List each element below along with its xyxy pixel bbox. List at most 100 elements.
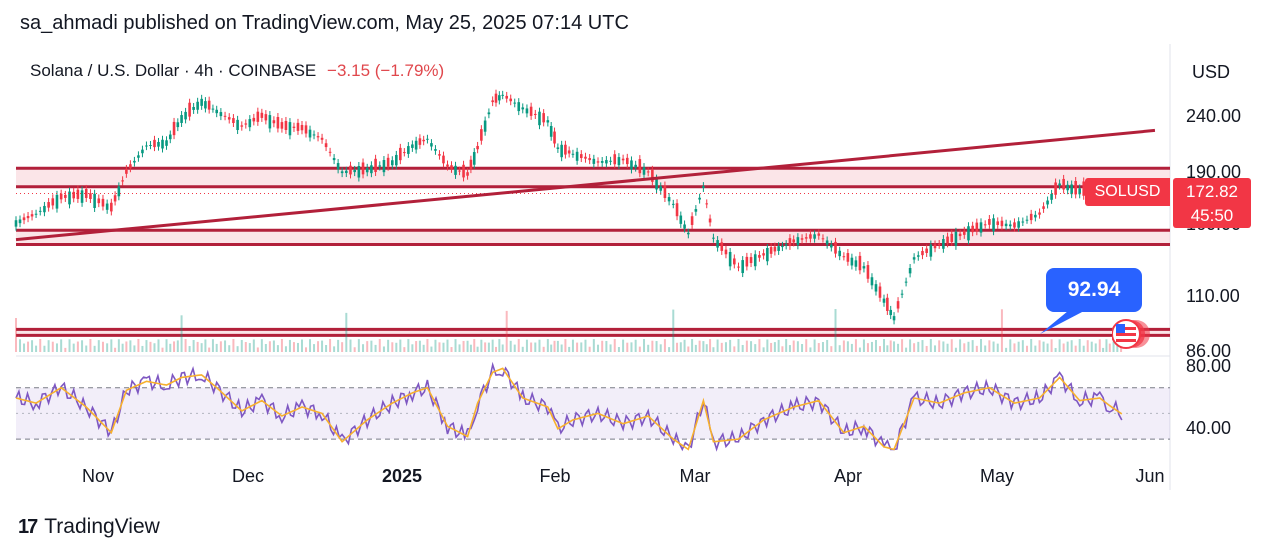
candle-body-20 bbox=[97, 198, 101, 204]
candle-body-34 bbox=[153, 139, 156, 148]
candle-body-176 bbox=[716, 240, 719, 248]
candle-body-165 bbox=[675, 203, 679, 217]
candle-body-139 bbox=[567, 150, 571, 154]
price-pane-bg bbox=[16, 44, 1170, 352]
candle-body-3 bbox=[26, 215, 30, 219]
volume-bar-89 bbox=[374, 344, 377, 352]
volume-bar-67 bbox=[284, 346, 287, 352]
volume-bar-147 bbox=[601, 340, 604, 352]
candle-body-188 bbox=[766, 247, 769, 262]
axes: 240.00190.00160.00110.0086.0080.0040.00N… bbox=[82, 106, 1241, 486]
candle-body-49 bbox=[211, 108, 215, 110]
candle-body-13 bbox=[68, 191, 71, 205]
candle-body-7 bbox=[43, 205, 46, 213]
volume-bar-41 bbox=[180, 315, 183, 352]
candle-body-151 bbox=[617, 157, 621, 166]
rsi-tick-1: 40.00 bbox=[1186, 418, 1231, 438]
candle-body-103 bbox=[430, 143, 433, 147]
volume-bar-115 bbox=[476, 346, 479, 352]
candle-body-53 bbox=[227, 117, 231, 120]
volume-bar-273 bbox=[1108, 343, 1111, 352]
volume-bar-207 bbox=[842, 340, 845, 352]
volume-bar-66 bbox=[280, 339, 283, 352]
candle-body-193 bbox=[784, 244, 788, 246]
volume-bar-245 bbox=[996, 343, 999, 352]
candle-body-136 bbox=[556, 147, 560, 149]
trendline-layer bbox=[15, 128, 1156, 334]
volume-bar-65 bbox=[276, 345, 279, 352]
currency-label[interactable]: USD bbox=[1192, 62, 1231, 82]
candle-body-130 bbox=[534, 113, 537, 115]
candle-body-256 bbox=[1042, 206, 1045, 209]
volume-bar-99 bbox=[415, 341, 418, 352]
candle-body-240 bbox=[975, 222, 979, 232]
candle-body-161 bbox=[659, 186, 663, 191]
us-flag-icon[interactable] bbox=[1112, 318, 1152, 350]
volume-bar-230 bbox=[934, 345, 937, 352]
volume-bar-191 bbox=[777, 339, 780, 352]
candle-body-32 bbox=[145, 145, 148, 147]
candle-body-218 bbox=[886, 297, 889, 311]
volume-bar-244 bbox=[992, 341, 995, 352]
volume-bar-144 bbox=[588, 346, 591, 352]
rsi-panel bbox=[15, 361, 1170, 452]
volume-bar-219 bbox=[889, 340, 892, 352]
candle-body-258 bbox=[1050, 193, 1053, 200]
volume-bar-214 bbox=[870, 341, 873, 352]
volume-bar-62 bbox=[264, 343, 267, 352]
volume-bar-81 bbox=[341, 342, 344, 352]
volume-bar-34 bbox=[153, 343, 156, 352]
time-tick-7: Jun bbox=[1135, 466, 1164, 486]
candle-body-72 bbox=[304, 125, 308, 134]
volume-bar-23 bbox=[110, 339, 113, 352]
candle-body-237 bbox=[962, 230, 966, 235]
volume-bar-57 bbox=[244, 342, 247, 352]
candle-body-38 bbox=[168, 134, 172, 140]
volume-bar-235 bbox=[954, 347, 957, 352]
volume-bar-55 bbox=[236, 346, 239, 352]
price-tick-3: 110.00 bbox=[1186, 286, 1240, 306]
volume-bar-4 bbox=[31, 340, 34, 352]
volume-bar-216 bbox=[878, 346, 881, 352]
volume-bar-146 bbox=[597, 344, 600, 352]
volume-bar-91 bbox=[382, 346, 385, 352]
time-tick-3: Feb bbox=[539, 466, 570, 486]
volume-bar-77 bbox=[325, 345, 328, 352]
candle-body-6 bbox=[38, 210, 42, 212]
volume-bar-228 bbox=[925, 345, 928, 352]
candle-body-123 bbox=[505, 95, 509, 99]
volume-bar-19 bbox=[93, 345, 96, 352]
volume-bar-184 bbox=[750, 341, 753, 352]
zone-fill-0 bbox=[16, 168, 1170, 187]
candle-body-71 bbox=[300, 125, 304, 131]
candle-body-149 bbox=[609, 160, 612, 162]
candle-body-107 bbox=[446, 164, 449, 167]
candle-body-242 bbox=[983, 224, 987, 226]
candle-body-180 bbox=[733, 258, 736, 265]
volume-bar-72 bbox=[305, 347, 308, 352]
candle-body-14 bbox=[72, 191, 75, 199]
candle-body-97 bbox=[407, 146, 410, 154]
tradingview-logo[interactable]: 17 TradingView bbox=[18, 515, 160, 539]
candle-body-207 bbox=[842, 256, 846, 258]
volume-bar-203 bbox=[826, 339, 829, 352]
candle-body-43 bbox=[188, 102, 191, 117]
volume-bar-177 bbox=[720, 342, 723, 352]
volume-bar-188 bbox=[766, 339, 769, 352]
volume-bar-160 bbox=[655, 341, 658, 352]
volume-bar-143 bbox=[584, 339, 587, 352]
volume-bar-251 bbox=[1021, 340, 1024, 352]
volume-bar-123 bbox=[505, 310, 508, 352]
candle-body-141 bbox=[575, 151, 579, 161]
candle-body-129 bbox=[529, 106, 533, 116]
candle-body-83 bbox=[349, 165, 352, 175]
candle-body-197 bbox=[800, 238, 804, 240]
volume-bar-159 bbox=[651, 340, 654, 352]
rsi-line bbox=[15, 361, 1123, 452]
symbol-legend[interactable]: Solana / U.S. Dollar · 4h · COINBASE −3.… bbox=[30, 61, 444, 81]
volume-bar-18 bbox=[89, 339, 92, 352]
volume-bar-116 bbox=[480, 339, 483, 352]
candle-body-211 bbox=[858, 255, 862, 271]
candle-body-42 bbox=[184, 111, 187, 120]
